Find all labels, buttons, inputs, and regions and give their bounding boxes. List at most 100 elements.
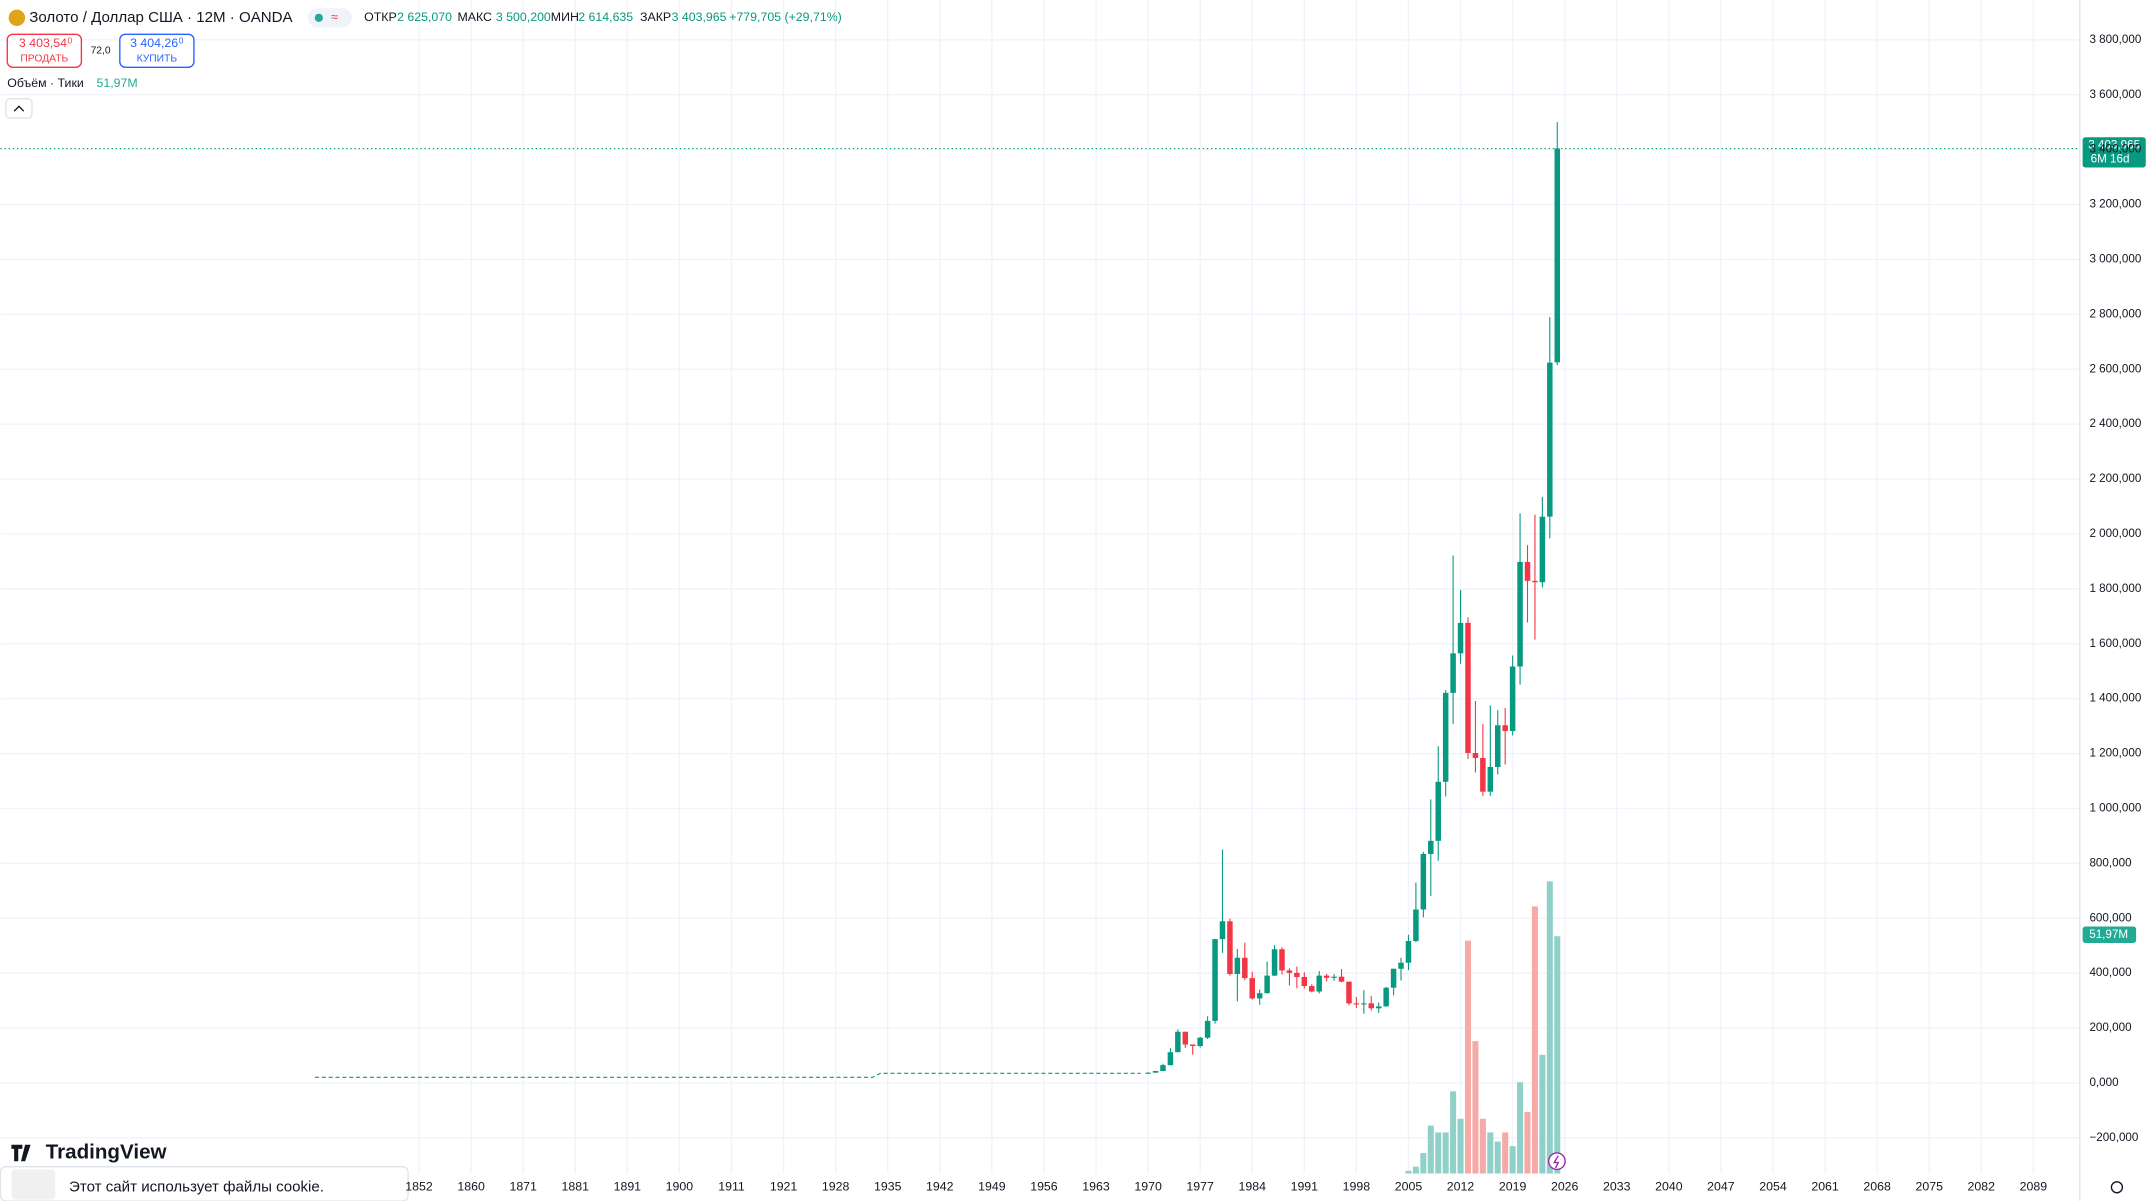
ohlc-value: 3 500,200 [496,10,551,24]
volume-bar [1546,881,1553,1174]
volume-tag-value: 51,97M [2089,928,2128,941]
candle-body [1547,362,1553,517]
candle-body [1420,854,1427,910]
candle-body [1353,1003,1360,1005]
x-tick-label: 2089 [2020,1180,2048,1194]
volume-bar [1531,906,1538,1174]
candle-body [1152,1071,1159,1073]
candle-body [1472,752,1479,758]
ohlc-value: 3 403,965 [672,10,727,24]
candle-body [1524,561,1531,581]
x-tick-label: 1998 [1343,1180,1371,1194]
candle-body [1368,1003,1375,1009]
y-tick-label: 3 200,000 [2089,198,2141,211]
ohlc-value: 2 625,070 [397,10,452,24]
y-tick-label: 2 000,000 [2089,527,2141,540]
volume-bar [1442,1132,1449,1174]
symbol-logo [8,9,26,27]
market-dot [314,13,323,22]
candle-body [1175,1031,1181,1053]
y-tick-label: 200,000 [2089,1021,2132,1034]
price-tag-countdown: 6M 16d [2091,152,2130,165]
candle-body [1167,1052,1174,1066]
candle-body [1413,909,1419,942]
x-tick-label: 1900 [666,1180,694,1194]
y-tick-label: 800,000 [2089,856,2132,869]
x-tick-label: 1928 [822,1180,850,1194]
candle-body [1346,981,1352,1004]
candle-body [1435,781,1441,841]
candle-body [1331,976,1337,978]
y-tick-label: 3 000,000 [2089,252,2141,265]
price-tag [2082,137,2146,168]
volume-bar [1457,1118,1464,1174]
x-tick-label: 1911 [718,1180,745,1194]
volume-bar [1435,1132,1442,1174]
event-icon-bolt [1552,1155,1560,1169]
candle-body [1487,766,1494,792]
ohlc-value: 2 614,635 [578,10,633,24]
candle-body [1457,622,1464,654]
settings-icon[interactable] [2110,1181,2124,1194]
volume-bar [1405,1170,1412,1174]
y-tick-label: 1 000,000 [2089,802,2141,815]
volume-bar [1539,1054,1546,1174]
candle-body [1428,840,1434,855]
y-tick-label: 0,000 [2089,1076,2119,1089]
volume-bar [1420,1153,1427,1174]
candle-body [1294,972,1300,977]
y-tick-label: 2 400,000 [2089,417,2141,430]
x-tick-label: 2005 [1395,1180,1423,1194]
buy-button[interactable] [119,33,195,68]
y-tick-label: 2 600,000 [2089,362,2141,375]
volume-bar [1412,1166,1419,1174]
sell-button[interactable] [6,33,83,68]
brand-logo [11,1144,31,1162]
x-tick-label: 2033 [1603,1180,1631,1194]
volume-legend: Объём · Тики [7,76,84,90]
ohlc-label: ОТКР [364,10,397,24]
volume-tag [2082,926,2137,943]
sell-price: 3 403,54 [19,36,67,50]
x-tick-label: 1984 [1239,1180,1267,1194]
candle-body [1316,975,1322,992]
y-tick-label: 1 800,000 [2089,582,2141,595]
volume-bar [1509,1146,1516,1174]
candle-body [1286,970,1293,973]
candle-body [1509,666,1516,732]
candle-body [1189,1044,1196,1047]
candle-body [1383,987,1389,1007]
candle-body [1494,725,1501,767]
x-tick-label: 2054 [1759,1180,1787,1194]
candle-body [1242,957,1248,979]
candle-body [1390,968,1397,988]
x-tick-label: 1977 [1186,1180,1214,1194]
volume-bar [1450,1091,1457,1174]
x-tick-label: 2068 [1863,1180,1891,1194]
x-tick-label: 2061 [1811,1180,1839,1194]
brand-name: TradingView [46,1140,168,1163]
y-tick-label: 2 800,000 [2089,307,2141,320]
x-tick-label: 1871 [509,1180,537,1194]
x-tick-label: 1935 [874,1180,902,1194]
symbol-title[interactable]: Золото / Доллар США · 12M · OANDA [29,9,293,26]
candle-body [1450,653,1456,693]
x-tick-label: 1963 [1082,1180,1110,1194]
candle-body [1182,1031,1189,1045]
x-tick-label: 1942 [926,1180,954,1194]
collapse-button[interactable] [5,98,33,119]
ohlc-label: МАКС [457,10,492,24]
event-icon[interactable] [1547,1152,1566,1171]
cookie-icon [11,1169,56,1200]
spread: 72,0 [91,46,111,57]
candle-body [1442,692,1449,782]
candle-body [1145,1072,1151,1074]
buy-price-sup: 0 [179,36,184,45]
buy-label: КУПИТЬ [137,54,178,65]
x-tick-label: 2040 [1655,1180,1683,1194]
candle-body [1160,1065,1166,1072]
y-tick-label: 1 400,000 [2089,692,2141,705]
cookie-text: Этот сайт использует файлы cookie. [69,1178,324,1195]
